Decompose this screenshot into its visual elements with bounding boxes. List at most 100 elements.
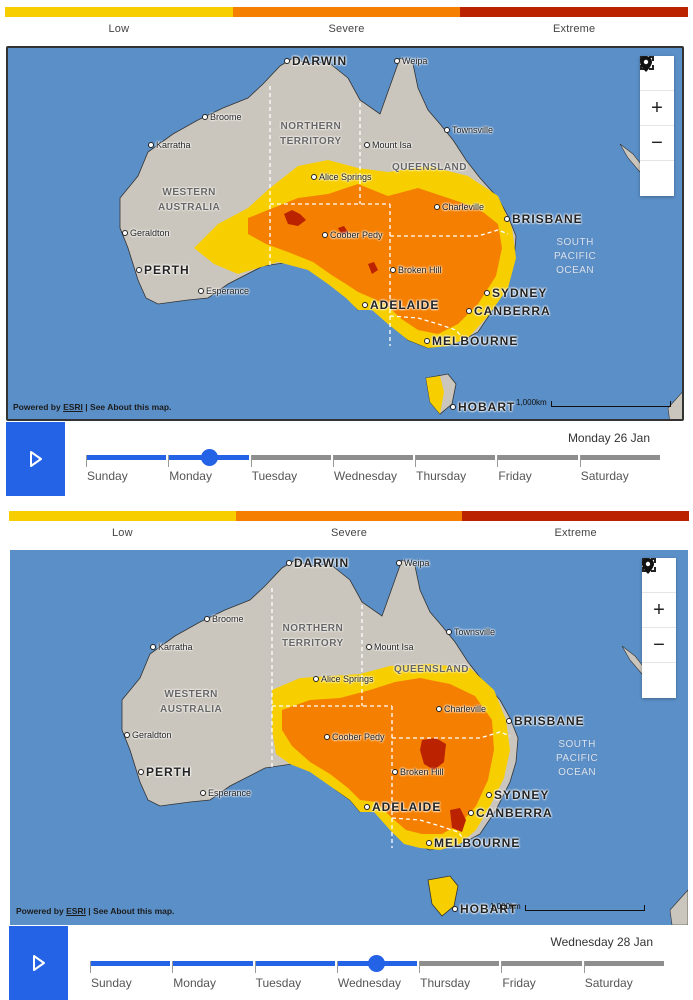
fullscreen-button[interactable] xyxy=(642,558,676,593)
city-alice-springs: Alice Springs xyxy=(313,674,374,684)
timeline-segment-tuesday[interactable] xyxy=(254,961,335,973)
plus-icon: + xyxy=(651,96,663,119)
city-adelaide: ADELAIDE xyxy=(364,800,441,814)
city-melbourne: MELBOURNE xyxy=(426,836,520,850)
city-sydney: SYDNEY xyxy=(486,788,549,802)
timeline-segment-friday[interactable] xyxy=(501,961,582,973)
play-icon xyxy=(32,955,45,971)
timeline-segment-sunday[interactable] xyxy=(86,455,167,467)
timeline-handle[interactable] xyxy=(201,449,218,466)
day-label[interactable]: Saturday xyxy=(580,469,629,483)
fire-danger-panel-2: Low Severe Extreme DARWIN xyxy=(0,504,693,1000)
locate-button[interactable] xyxy=(642,558,676,698)
label-south-pacific-ocean: SOUTH PACIFIC OCEAN xyxy=(554,237,597,276)
city-karratha: Karratha xyxy=(150,642,193,652)
city-hobart: HOBART xyxy=(452,902,517,916)
city-darwin: DARWIN xyxy=(284,54,347,68)
day-label[interactable]: Thursday xyxy=(416,469,467,483)
fire-danger-map[interactable]: DARWIN Weipa Broome Karratha Townsville … xyxy=(10,550,688,925)
timeline-segment-thursday[interactable] xyxy=(415,455,496,467)
map-attribution: Powered by ESRI | See About this map. xyxy=(13,402,172,412)
day-label[interactable]: Thursday xyxy=(420,976,471,990)
day-label[interactable]: Wednesday xyxy=(337,976,401,990)
timeline-segment-monday[interactable] xyxy=(172,961,253,973)
day-label[interactable]: Tuesday xyxy=(255,976,302,990)
fullscreen-icon xyxy=(640,56,654,70)
timeline-segment-saturday[interactable] xyxy=(583,961,664,973)
zoom-out-button[interactable]: − xyxy=(642,628,676,663)
city-weipa: Weipa xyxy=(396,558,429,568)
legend-low: Low xyxy=(108,23,130,35)
map-controls: + − xyxy=(640,56,674,196)
play-icon xyxy=(29,451,42,467)
play-button[interactable] xyxy=(6,422,65,496)
minus-icon: − xyxy=(653,633,665,656)
day-label[interactable]: Wednesday xyxy=(333,469,397,483)
play-button[interactable] xyxy=(9,926,68,1000)
region-western-australia: WESTERN AUSTRALIA xyxy=(158,187,221,213)
zoom-in-button[interactable]: + xyxy=(642,593,676,628)
region-queensland: QUEENSLAND xyxy=(394,664,470,675)
city-broome: Broome xyxy=(204,614,244,624)
day-label[interactable]: Tuesday xyxy=(251,469,298,483)
city-alice-springs: Alice Springs xyxy=(311,172,372,182)
city-mount-isa: Mount Isa xyxy=(366,642,414,652)
minus-icon: − xyxy=(651,131,663,154)
city-melbourne: MELBOURNE xyxy=(424,334,518,348)
plus-icon: + xyxy=(653,598,665,621)
map-scale: 1,000km xyxy=(490,902,645,911)
city-geraldton: Geraldton xyxy=(124,730,172,740)
esri-link[interactable]: ESRI xyxy=(66,906,86,916)
selected-date: Monday 26 Jan xyxy=(567,431,650,445)
region-queensland: QUEENSLAND xyxy=(392,162,468,173)
region-northern-territory: NORTHERN TERRITORY xyxy=(280,121,342,147)
legend-color-bar xyxy=(5,7,689,17)
australia-map-graphic xyxy=(121,559,688,925)
city-townsville: Townsville xyxy=(446,627,495,637)
timeline-segment-tuesday[interactable] xyxy=(250,455,331,467)
city-perth: PERTH xyxy=(138,765,192,779)
city-canberra: CANBERRA xyxy=(468,806,553,820)
city-darwin: DARWIN xyxy=(286,556,349,570)
timeline-2: Wednesday 28 Jan Sunday Monday Tuesday W… xyxy=(9,926,689,1000)
city-esperance: Esperance xyxy=(198,286,249,296)
city-brisbane: BRISBANE xyxy=(504,212,583,226)
city-broken-hill: Broken Hill xyxy=(392,767,444,777)
map-controls: + − xyxy=(642,558,676,698)
fire-danger-map[interactable]: DARWIN Weipa Broome Karratha Townsville … xyxy=(6,46,684,421)
zoom-out-button[interactable]: − xyxy=(640,126,674,161)
city-weipa: Weipa xyxy=(394,56,427,66)
city-esperance: Esperance xyxy=(200,788,251,798)
location-pin-icon xyxy=(642,558,654,574)
day-label[interactable]: Friday xyxy=(498,469,532,483)
city-coober-pedy: Coober Pedy xyxy=(324,732,385,742)
city-coober-pedy: Coober Pedy xyxy=(322,230,383,240)
day-label[interactable]: Sunday xyxy=(91,976,132,990)
day-label[interactable]: Friday xyxy=(502,976,536,990)
label-south-pacific-ocean: SOUTH PACIFIC OCEAN xyxy=(556,739,599,778)
timeline-segment-sunday[interactable] xyxy=(90,961,171,973)
timeline-handle[interactable] xyxy=(368,955,385,972)
timeline-track[interactable] xyxy=(86,455,662,467)
day-label[interactable]: Sunday xyxy=(87,469,128,483)
fullscreen-button[interactable] xyxy=(640,56,674,91)
timeline-segment-friday[interactable] xyxy=(497,455,578,467)
city-charleville: Charleville xyxy=(434,202,484,212)
timeline-day-labels: Sunday Monday Tuesday Wednesday Thursday… xyxy=(90,976,666,990)
day-label[interactable]: Saturday xyxy=(584,976,633,990)
selected-date: Wednesday 28 Jan xyxy=(550,935,653,949)
timeline-segment-saturday[interactable] xyxy=(579,455,660,467)
day-label[interactable]: Monday xyxy=(173,976,216,990)
esri-link[interactable]: ESRI xyxy=(63,402,83,412)
timeline-segment-wednesday[interactable] xyxy=(332,455,414,467)
city-broken-hill: Broken Hill xyxy=(390,265,442,275)
city-hobart: HOBART xyxy=(450,400,515,414)
legend-labels: Low Severe Extreme xyxy=(9,527,689,539)
zoom-in-button[interactable]: + xyxy=(640,91,674,126)
fire-danger-panel-1: Low Severe Extreme xyxy=(5,7,689,496)
city-townsville: Townsville xyxy=(444,125,493,135)
day-label[interactable]: Monday xyxy=(169,469,212,483)
locate-button[interactable] xyxy=(640,56,674,196)
timeline-day-labels: Sunday Monday Tuesday Wednesday Thursday… xyxy=(86,469,662,483)
timeline-segment-thursday[interactable] xyxy=(419,961,500,973)
